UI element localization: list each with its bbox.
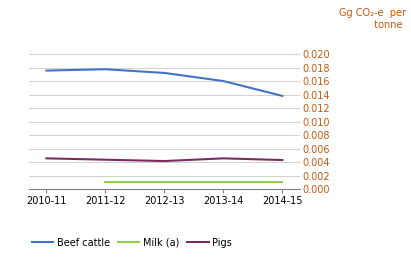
Legend: Beef cattle, Milk (a), Pigs: Beef cattle, Milk (a), Pigs xyxy=(28,234,236,251)
Text: Gg CO₂-e  per
          tonne: Gg CO₂-e per tonne xyxy=(339,8,406,30)
